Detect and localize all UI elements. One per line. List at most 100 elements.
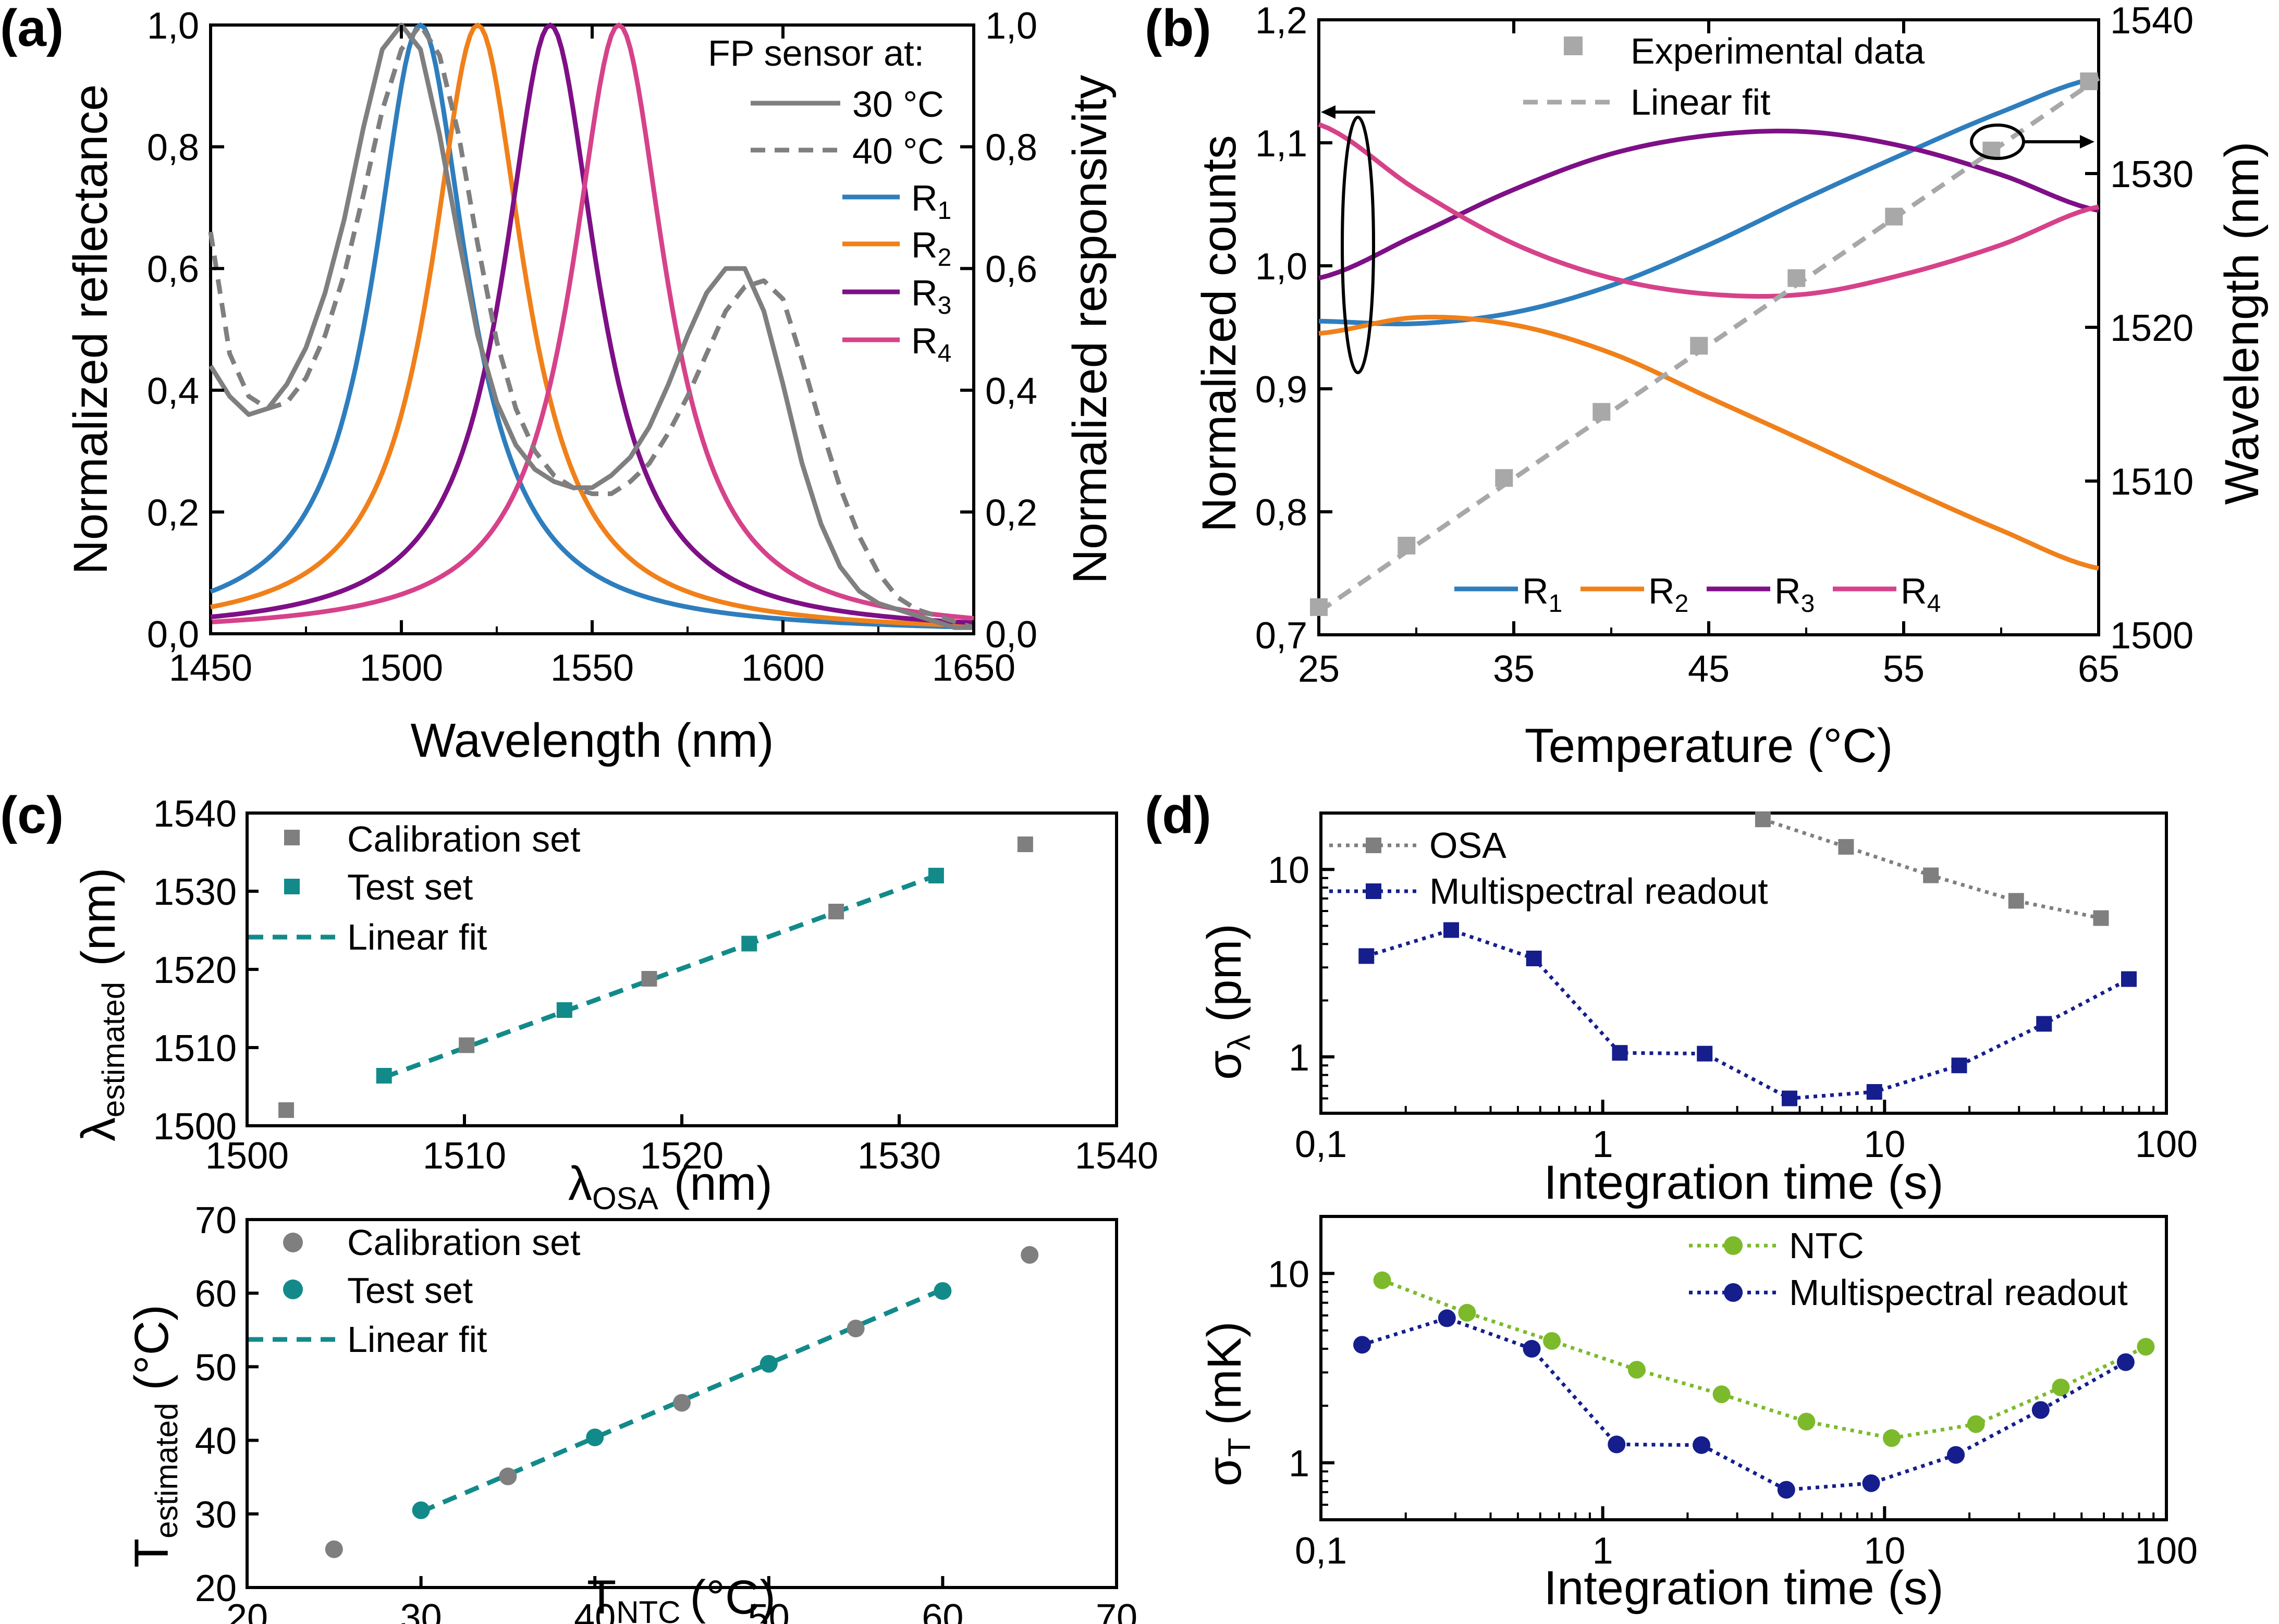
legend-a-title: FP sensor at: (708, 33, 924, 73)
plot-d-top-frame (1319, 811, 2168, 1115)
curve-b-r3 (1318, 128, 2099, 280)
legend-ct-marker-test (284, 879, 300, 894)
legend-a-sub-r3: 3 (938, 292, 952, 319)
b-ytick-label: 0,9 (1255, 369, 1307, 411)
curve-r1 (210, 22, 974, 630)
legend-b-sub-r2: 2 (1675, 590, 1689, 618)
legend-cb-label-fit: Linear fit (347, 1319, 487, 1360)
legend-b-sub-r4: 4 (1927, 590, 1941, 618)
b-xtick-label: 25 (1298, 648, 1340, 690)
ct-ytick-label: 1510 (153, 1028, 237, 1069)
db-point-0 (1627, 1361, 1646, 1379)
plot-c-bottom-ylabel: Testimated(°C) (125, 1305, 184, 1568)
legend-b-sub-r3: 3 (1801, 590, 1815, 618)
legend-a-label-r4: R4 (911, 321, 951, 367)
b-experimental-point (1495, 469, 1513, 487)
cb-calibration-point (499, 1467, 517, 1485)
plot-b-axis-indicators (1321, 105, 2094, 374)
cb-ytick-label: 40 (195, 1421, 237, 1462)
b-linear-fit-line (1317, 76, 2100, 614)
cb-calibration-point (847, 1319, 865, 1337)
cb-calibration-point (673, 1394, 691, 1412)
legend-b-label-r3: R3 (1774, 571, 1815, 618)
plot-c-top-xlabel: λOSA (nm) (568, 1157, 773, 1216)
plot-d-bottom-ylabel: σT(mK) (1198, 1321, 1257, 1486)
b-ytick-label: 0,8 (1255, 492, 1307, 534)
legend-a-label-r2: R2 (911, 225, 951, 272)
cb-xtick-label: 70 (1096, 1597, 1137, 1624)
dt-point-1 (1951, 1057, 1967, 1074)
db-point-1 (1438, 1309, 1456, 1327)
plot-b-legend: Experimental data Linear fit R1 R2 R3 R4 (1454, 31, 1941, 618)
db-xtick-label: 100 (2135, 1530, 2198, 1572)
dt-xtick-label: 0,1 (1295, 1124, 1347, 1165)
legend-b-label-exp: Experimental data (1631, 31, 1925, 71)
plot-d-bottom-ticks: 0,1 1 10 100 1 10 (1268, 1215, 2198, 1572)
b-experimental-point (1885, 207, 1903, 226)
panel-b: (b) 25 35 45 55 65 0,7 0,8 0,9 1,0 1,1 1,2 1500 1510… (1145, 0, 2269, 772)
ct-ytick-label: 1530 (153, 871, 237, 913)
plot-c-top-marks (278, 836, 1033, 1118)
db-point-1 (1608, 1435, 1626, 1454)
db-point-0 (1967, 1415, 1985, 1433)
plot-d-bottom-frame (1319, 1215, 2168, 1521)
a-y2tick-label: 0,0 (985, 614, 1037, 656)
left-arrow-head-icon (1321, 105, 1335, 119)
legend-b-sub-r1: 1 (1549, 590, 1563, 618)
cb-xtick-label: 40 (574, 1597, 616, 1624)
legend-cb-marker-test (283, 1279, 303, 1299)
plot-b-ticks: 25 35 45 55 65 0,7 0,8 0,9 1,0 1,1 1,2 1500 1510 1520… (1255, 0, 2194, 690)
cb-xtick-label: 20 (226, 1597, 268, 1624)
b-xtick-label: 55 (1883, 648, 1925, 690)
curve-r3 (210, 22, 974, 625)
a-y2tick-label: 0,4 (985, 371, 1037, 412)
dt-point-1 (1697, 1045, 1713, 1062)
plot-a-curves (208, 22, 975, 630)
db-ytick-label: 1 (1289, 1443, 1309, 1485)
db-point-0 (2052, 1379, 2070, 1397)
a-ytick-label: 0,4 (147, 371, 199, 412)
dt-point-1 (1612, 1045, 1628, 1061)
db-point-1 (2116, 1353, 2135, 1371)
cb-test-point (412, 1501, 430, 1519)
ct-test-point (556, 1002, 572, 1018)
b-experimental-point (1690, 337, 1708, 355)
ct-test-point (741, 936, 757, 952)
ct-ytick-label: 1540 (153, 793, 237, 835)
a-ytick-label: 0,8 (147, 127, 199, 169)
b-y2tick-label: 1540 (2110, 0, 2194, 42)
dt-xtick-label: 10 (1864, 1124, 1905, 1165)
b-y2tick-label: 1520 (2110, 307, 2194, 349)
ct-test-point (928, 868, 944, 883)
plot-a-xlabel: Wavelength (nm) (410, 714, 774, 767)
panel-label-b: (b) (1145, 0, 1211, 57)
ct-test-point (376, 1068, 392, 1084)
db-point-1 (1777, 1481, 1795, 1499)
legend-a-label-r3: R3 (911, 273, 951, 319)
plot-c-top-xlabel-sub: OSA (592, 1181, 658, 1216)
legend-cb-marker-cal (283, 1233, 303, 1252)
cb-test-point (759, 1355, 778, 1373)
right-arrow-head-icon (2080, 135, 2094, 149)
panel-d: (d) 0,1 1 10 100 1 10 Integration time (s) σλ… (1145, 786, 2198, 1615)
db-point-0 (1797, 1412, 1816, 1431)
a-ytick-label: 0,0 (147, 614, 199, 656)
plot-d-top-ticks: 0,1 1 10 100 1 10 (1268, 812, 2198, 1165)
panel-label-d: (d) (1145, 786, 1211, 844)
plot-d-top-marks (1358, 811, 2137, 1106)
db-point-1 (1947, 1446, 1965, 1464)
legend-ct-label-fit: Linear fit (347, 917, 487, 957)
panel-label-a: (a) (0, 0, 64, 57)
db-point-0 (1883, 1429, 1901, 1447)
b-experimental-point (2080, 72, 2098, 90)
b-ytick-label: 1,2 (1255, 0, 1307, 42)
dt-point-1 (1866, 1084, 1882, 1100)
a-ytick-label: 0,2 (147, 492, 199, 534)
cb-ytick-label: 20 (195, 1568, 237, 1609)
ct-xtick-label: 1520 (640, 1135, 724, 1177)
ct-calibration-point (278, 1102, 295, 1118)
curve-r2 (210, 22, 974, 629)
db-point-1 (1862, 1474, 1880, 1492)
plot-d-top-xlabel: Integration time (s) (1544, 1156, 1944, 1209)
